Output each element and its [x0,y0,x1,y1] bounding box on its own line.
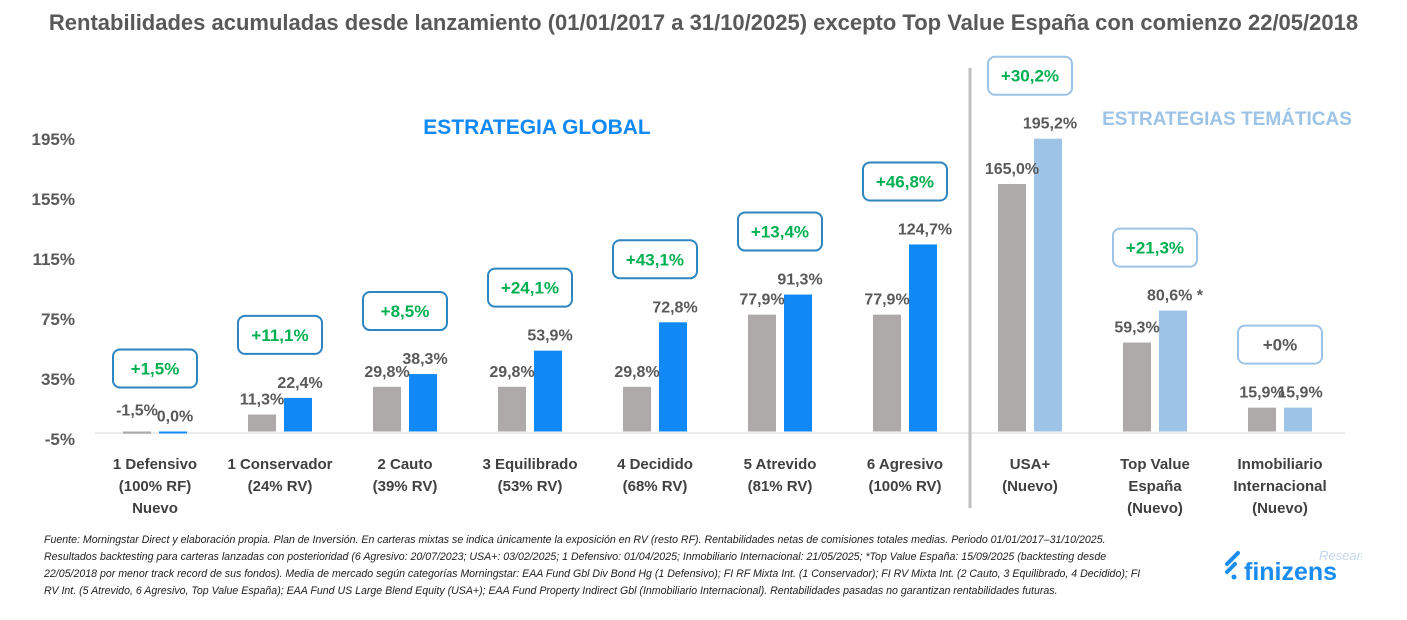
bar-chart: 195% 155% 115% 75% 35% -5% ESTRATEGIA GLOBAL ES… [32,55,1352,517]
data-label-strategy: 0,0% [157,409,193,426]
bar-market [1248,407,1276,432]
finizens-logo: finizens Research [1222,546,1375,587]
bar-market [248,414,276,432]
y-tick-label: 115% [32,250,75,269]
category-label: Inmobiliario [1237,456,1322,473]
difference-box [237,314,323,355]
data-label-strategy: 124,7% [898,221,952,238]
footnote: Fuente: Morningstar Direct y elaboración… [44,534,1141,597]
category-label: (Nuevo) [1127,500,1183,517]
category-label: Internacional [1233,478,1326,495]
bar-strategy [1284,407,1312,432]
bar-strategy [534,350,562,432]
data-label-market: 15,9% [1239,385,1284,402]
category-label: (Nuevo) [1002,478,1058,495]
data-label-market: 29,8% [364,364,409,381]
category-label: España [1128,478,1182,495]
data-label-strategy: 15,9% [1277,385,1322,402]
data-label-strategy: 53,9% [527,328,572,345]
difference-box [1237,324,1323,365]
category-label: 6 Agresivo [867,456,943,473]
svg-text:finizens: finizens [1244,558,1337,582]
difference-box [487,267,573,308]
data-label-strategy: 72,8% [652,299,697,316]
category-label: Nuevo [132,500,178,517]
category-label: (53% RV) [498,478,563,495]
category-label: (39% RV) [373,478,438,495]
category-label: (81% RV) [748,478,813,495]
difference-box [987,55,1073,96]
bar-market [873,314,901,432]
bar-market [373,386,401,432]
difference-label: +30,2% [1001,67,1059,86]
difference-label: +0% [1263,336,1298,355]
difference-label: +1,5% [131,360,180,379]
bar-strategy [909,244,937,432]
data-label-strategy: 38,3% [402,351,447,368]
data-label-market: 165,0% [985,161,1039,178]
difference-label: +11,1% [251,326,308,345]
svg-text:Research: Research [1319,548,1362,563]
data-label-market: 11,3% [240,392,284,409]
difference-box [362,291,448,332]
y-tick-label: 155% [32,190,75,209]
bar-strategy [784,294,812,432]
bar-strategy [659,322,687,432]
difference-label: +8,5% [381,302,430,321]
category-label: (100% RV) [868,478,941,495]
data-label-strategy: 91,3% [777,272,822,289]
category-label: 3 Equilibrado [482,456,577,473]
section-label-global: ESTRATEGIA GLOBAL [423,116,651,139]
difference-label: +43,1% [626,250,684,269]
bar-strategy [284,397,312,432]
data-label-strategy: 195,2% [1023,116,1077,133]
bar-strategy [1159,310,1187,432]
bar-market [748,314,776,432]
data-label-strategy: 80,6% * [1147,288,1204,305]
data-label-market: 77,9% [739,292,784,309]
category-label: 1 Defensivo [113,456,197,473]
data-label-market: 29,8% [489,364,534,381]
category-label: (24% RV) [248,478,313,495]
chart-title: Rentabilidades acumuladas desde lanzamie… [48,10,1359,35]
difference-box [112,348,198,389]
category-label: 5 Atrevido [744,456,817,473]
difference-label: +21,3% [1126,239,1184,258]
y-tick-label: 35% [41,370,75,389]
category-label: 1 Conservador [227,456,332,473]
bar-market [623,386,651,432]
difference-box [1112,227,1198,268]
difference-box [862,161,948,202]
category-label: USA+ [1010,456,1051,473]
bar-market [498,386,526,432]
bar-market [1123,342,1151,432]
y-tick-label: -5% [45,430,75,449]
bar-strategy [159,431,187,434]
data-label-market: 59,3% [1114,320,1159,337]
bar-strategy [1034,138,1062,432]
difference-label: +13,4% [751,223,809,242]
category-label: 4 Decidido [617,456,693,473]
data-label-market: -1,5% [116,403,158,420]
category-label: (68% RV) [623,478,688,495]
data-label-market: 77,9% [864,292,909,309]
bar-market [998,184,1026,432]
y-tick-label: 195% [32,130,75,149]
difference-label: +24,1% [501,279,559,298]
difference-box [612,239,698,280]
data-label-strategy: 22,4% [277,375,322,392]
data-label-market: 29,8% [614,364,659,381]
difference-label: +46,8% [876,172,934,191]
category-label: 2 Cauto [377,456,432,473]
category-label: Top Value [1120,456,1190,473]
bar-strategy [409,374,437,432]
category-label: (100% RF) [119,478,192,495]
section-label-thematic: ESTRATEGIAS TEMÁTICAS [1102,108,1352,130]
difference-box [737,211,823,252]
y-tick-label: 75% [41,310,75,329]
bar-market [123,431,151,434]
category-label: (Nuevo) [1252,500,1308,517]
